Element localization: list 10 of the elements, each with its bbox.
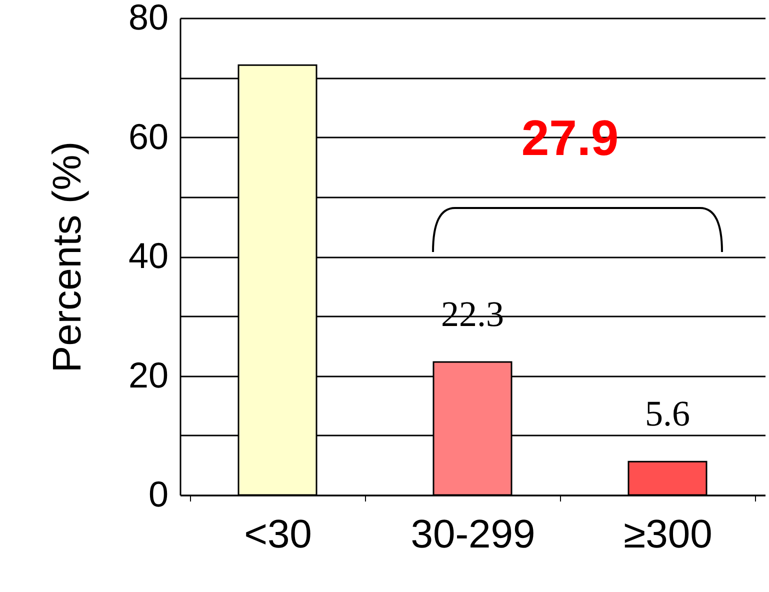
y-tick-label: 0 [148,474,168,514]
y-tick-label: 80 [128,0,168,38]
x-tick-label: ≥300 [624,512,712,556]
y-tick-label: 20 [128,354,168,396]
x-tick-label: <30 [244,512,312,556]
y-tick-label: 40 [128,235,168,276]
y-tick-label: 60 [128,116,168,157]
x-tick-label: 30-299 [410,512,536,556]
data-label: 5.6 [645,394,690,434]
y-axis-title: Percents (%) [45,141,90,373]
